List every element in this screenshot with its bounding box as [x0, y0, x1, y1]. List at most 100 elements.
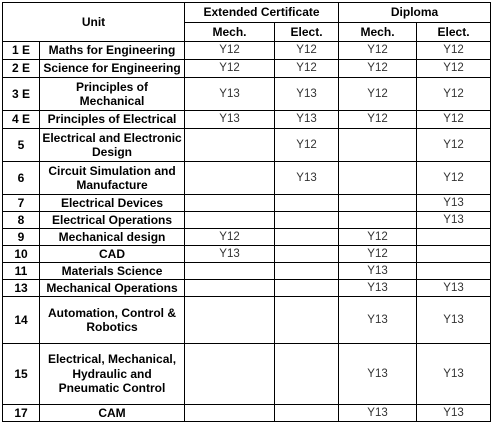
ec-elect-cell: Y12 [274, 59, 340, 78]
unit-number: 2 E [2, 59, 40, 78]
dip-mech-cell: Y13 [338, 404, 418, 422]
table-row: 7 Electrical Devices Y13 [2, 194, 492, 212]
dip-mech-cell: Y13 [338, 296, 418, 344]
dip-elect-cell [416, 262, 492, 280]
dip-mech-cell: Y12 [338, 59, 418, 78]
unit-name: Electrical Operations [38, 211, 186, 229]
unit-number: 1 E [2, 41, 40, 60]
dip-elect-cell: Y12 [416, 59, 492, 78]
unit-number: 15 [2, 343, 40, 405]
unit-number: 7 [2, 194, 40, 212]
dip-mech-cell [338, 211, 418, 229]
dip-elect-cell: Y12 [416, 128, 492, 162]
header-extended-certificate: Extended Certificate [184, 2, 340, 23]
ec-elect-cell [274, 211, 340, 229]
dip-mech-cell: Y12 [338, 77, 418, 111]
dip-mech-cell [338, 128, 418, 162]
ec-elect-cell: Y13 [274, 161, 340, 195]
ec-mech-cell [184, 279, 276, 297]
unit-name: Science for Engineering [38, 59, 186, 78]
unit-name: Electrical, Mechanical, Hydraulic and Pn… [38, 343, 186, 405]
table-row: 2 E Science for Engineering Y12 Y12 Y12 … [2, 59, 492, 78]
unit-number: 3 E [2, 77, 40, 111]
subheader-dip-mech: Mech. [338, 22, 418, 42]
ec-mech-cell [184, 161, 276, 195]
dip-elect-cell: Y13 [416, 211, 492, 229]
unit-number: 4 E [2, 110, 40, 129]
dip-elect-cell [416, 228, 492, 246]
dip-elect-cell: Y12 [416, 161, 492, 195]
table-row: 4 E Principles of Electrical Y13 Y13 Y12… [2, 110, 492, 129]
unit-number: 9 [2, 228, 40, 246]
dip-elect-cell: Y12 [416, 77, 492, 111]
unit-number: 17 [2, 404, 40, 422]
table-row: 14 Automation, Control & Robotics Y13 Y1… [2, 296, 492, 344]
dip-mech-cell [338, 194, 418, 212]
unit-name: Electrical Devices [38, 194, 186, 212]
table-row: 17 CAM Y13 Y13 [2, 404, 492, 422]
unit-name: Principles of Electrical [38, 110, 186, 129]
unit-name: Principles of Mechanical [38, 77, 186, 111]
ec-elect-cell [274, 404, 340, 422]
table-row: 11 Materials Science Y13 [2, 262, 492, 280]
ec-mech-cell: Y12 [184, 41, 276, 60]
ec-elect-cell [274, 245, 340, 263]
dip-elect-cell: Y13 [416, 404, 492, 422]
dip-elect-cell [416, 245, 492, 263]
table-row: 6 Circuit Simulation and Manufacture Y13… [2, 161, 492, 195]
dip-mech-cell: Y12 [338, 228, 418, 246]
header-diploma: Diploma [338, 2, 492, 23]
unit-number: 6 [2, 161, 40, 195]
dip-elect-cell: Y13 [416, 279, 492, 297]
table-row: 3 E Principles of Mechanical Y13 Y13 Y12… [2, 77, 492, 111]
ec-elect-cell [274, 262, 340, 280]
dip-elect-cell: Y13 [416, 343, 492, 405]
ec-elect-cell [274, 228, 340, 246]
table-row: 8 Electrical Operations Y13 [2, 211, 492, 229]
unit-name: CAD [38, 245, 186, 263]
ec-mech-cell: Y12 [184, 228, 276, 246]
dip-mech-cell: Y12 [338, 41, 418, 60]
table-row: 13 Mechanical Operations Y13 Y13 [2, 279, 492, 297]
dip-mech-cell: Y13 [338, 279, 418, 297]
subheader-ec-elect: Elect. [274, 22, 340, 42]
ec-elect-cell: Y13 [274, 77, 340, 111]
table-row: 10 CAD Y13 Y12 [2, 245, 492, 263]
ec-elect-cell [274, 343, 340, 405]
dip-elect-cell: Y12 [416, 41, 492, 60]
ec-elect-cell: Y13 [274, 110, 340, 129]
dip-mech-cell: Y12 [338, 245, 418, 263]
table-row: 15 Electrical, Mechanical, Hydraulic and… [2, 343, 492, 405]
ec-elect-cell [274, 194, 340, 212]
subheader-dip-elect: Elect. [416, 22, 492, 42]
unit-number: 13 [2, 279, 40, 297]
ec-elect-cell [274, 279, 340, 297]
ec-mech-cell: Y13 [184, 245, 276, 263]
unit-name: Maths for Engineering [38, 41, 186, 60]
unit-name: Circuit Simulation and Manufacture [38, 161, 186, 195]
ec-mech-cell [184, 194, 276, 212]
dip-mech-cell: Y12 [338, 110, 418, 129]
unit-number: 11 [2, 262, 40, 280]
dip-mech-cell [338, 161, 418, 195]
unit-name: Materials Science [38, 262, 186, 280]
table-row: 9 Mechanical design Y12 Y12 [2, 228, 492, 246]
ec-mech-cell [184, 128, 276, 162]
unit-name: Mechanical design [38, 228, 186, 246]
dip-elect-cell: Y13 [416, 296, 492, 344]
dip-elect-cell: Y13 [416, 194, 492, 212]
unit-number: 10 [2, 245, 40, 263]
ec-mech-cell [184, 404, 276, 422]
ec-elect-cell: Y12 [274, 128, 340, 162]
unit-number: 14 [2, 296, 40, 344]
ec-mech-cell: Y12 [184, 59, 276, 78]
dip-elect-cell: Y12 [416, 110, 492, 129]
table-row: 5 Electrical and Electronic Design Y12 Y… [2, 128, 492, 162]
unit-name: Automation, Control & Robotics [38, 296, 186, 344]
table-row: 1 E Maths for Engineering Y12 Y12 Y12 Y1… [2, 41, 492, 60]
dip-mech-cell: Y13 [338, 262, 418, 280]
ec-mech-cell: Y13 [184, 77, 276, 111]
header-unit: Unit [1, 2, 186, 42]
